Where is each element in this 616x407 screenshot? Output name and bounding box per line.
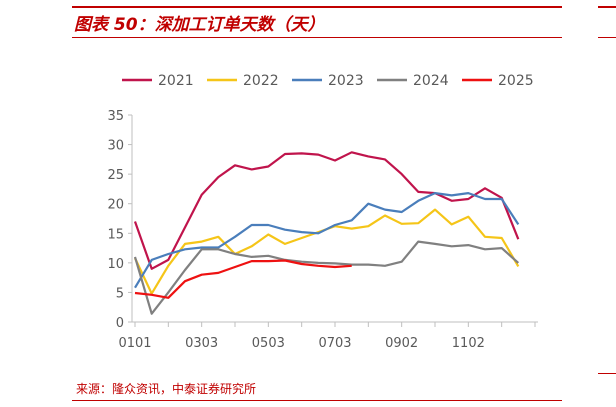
- header-top-rule: [72, 6, 562, 8]
- legend-label-2022: 2022: [243, 73, 279, 89]
- source-note: 来源：隆众资讯，中泰证券研究所: [76, 382, 257, 396]
- header-top-rule-right: [598, 6, 616, 8]
- series-line-2024: [133, 240, 520, 315]
- title-underline-right: [598, 37, 616, 38]
- legend-label-2025: 2025: [498, 73, 534, 89]
- y-tick-label: 5: [116, 286, 124, 301]
- y-tick-label: 30: [107, 139, 124, 154]
- x-tick-label: 0303: [185, 336, 218, 351]
- x-tick-label: 0902: [385, 336, 418, 351]
- y-tick-label: 25: [107, 168, 124, 183]
- y-tick-label: 35: [107, 109, 124, 124]
- x-tick-label: 0703: [318, 336, 351, 351]
- chart-axes: 0 5 10 15 20 25 30 35 0101 0303 0503 0703 0902 1102: [107, 109, 538, 351]
- y-tick-label: 20: [107, 198, 124, 213]
- footer-rule: [72, 400, 562, 401]
- legend-label-2024: 2024: [413, 73, 449, 89]
- series-line-2025: [134, 259, 352, 299]
- chart-legend: 2021 2022 2023 2024 2025: [122, 73, 534, 89]
- series-line-2023: [134, 192, 520, 289]
- legend-label-2023: 2023: [328, 73, 364, 89]
- x-tick-label: 1102: [452, 336, 485, 351]
- x-tick-label: 0101: [118, 336, 151, 351]
- y-tick-label: 0: [116, 316, 124, 331]
- figure-title: 图表 50：深加工订单天数（天）: [74, 15, 325, 35]
- y-tick-label: 10: [107, 257, 124, 272]
- series-line-2021: [133, 151, 520, 270]
- footer-rule-right: [598, 373, 616, 374]
- y-tick-label: 15: [107, 227, 124, 242]
- chart-series-lines: [133, 151, 520, 315]
- x-tick-label: 0503: [252, 336, 285, 351]
- series-line-2022: [134, 208, 520, 295]
- legend-label-2021: 2021: [158, 73, 194, 89]
- title-underline: [72, 37, 562, 38]
